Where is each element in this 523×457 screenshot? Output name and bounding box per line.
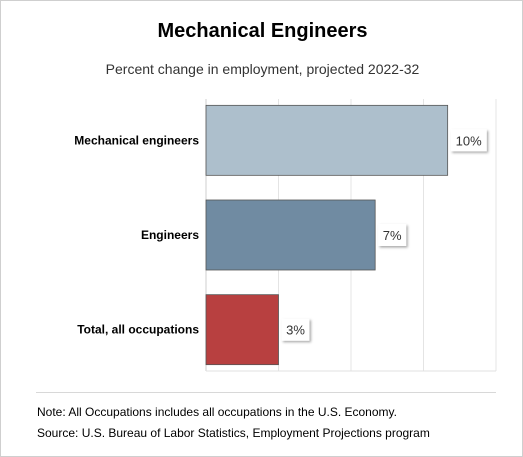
- chart-subtitle: Percent change in employment, projected …: [105, 61, 420, 77]
- chart-source: Source: U.S. Bureau of Labor Statistics,…: [37, 426, 430, 440]
- bar-mechanical-engineers[interactable]: [205, 104, 449, 176]
- data-label-box: [281, 318, 310, 341]
- bar-engineers[interactable]: [205, 199, 376, 271]
- category-labels: Mechanical engineers Engineers Total, all …: [74, 133, 199, 336]
- bars: [205, 104, 449, 366]
- data-label-box: [450, 129, 487, 152]
- bar-total-all-occupations[interactable]: [205, 294, 279, 366]
- category-label: Engineers: [141, 228, 199, 242]
- chart-note: Note: All Occupations includes all occup…: [37, 405, 397, 419]
- bar-chart: Mechanical engineers Engineers Total, all …: [74, 99, 497, 372]
- data-label: 10%: [456, 133, 482, 148]
- data-label: 3%: [286, 323, 305, 338]
- chart-title: Mechanical Engineers: [157, 20, 368, 42]
- data-label: 7%: [383, 228, 402, 243]
- data-labels: 10% 7% 3%: [281, 129, 487, 341]
- data-label-box: [378, 224, 407, 246]
- category-label: Total, all occupations: [77, 323, 199, 337]
- category-label: Mechanical engineers: [74, 133, 199, 147]
- notes-divider: [36, 392, 496, 393]
